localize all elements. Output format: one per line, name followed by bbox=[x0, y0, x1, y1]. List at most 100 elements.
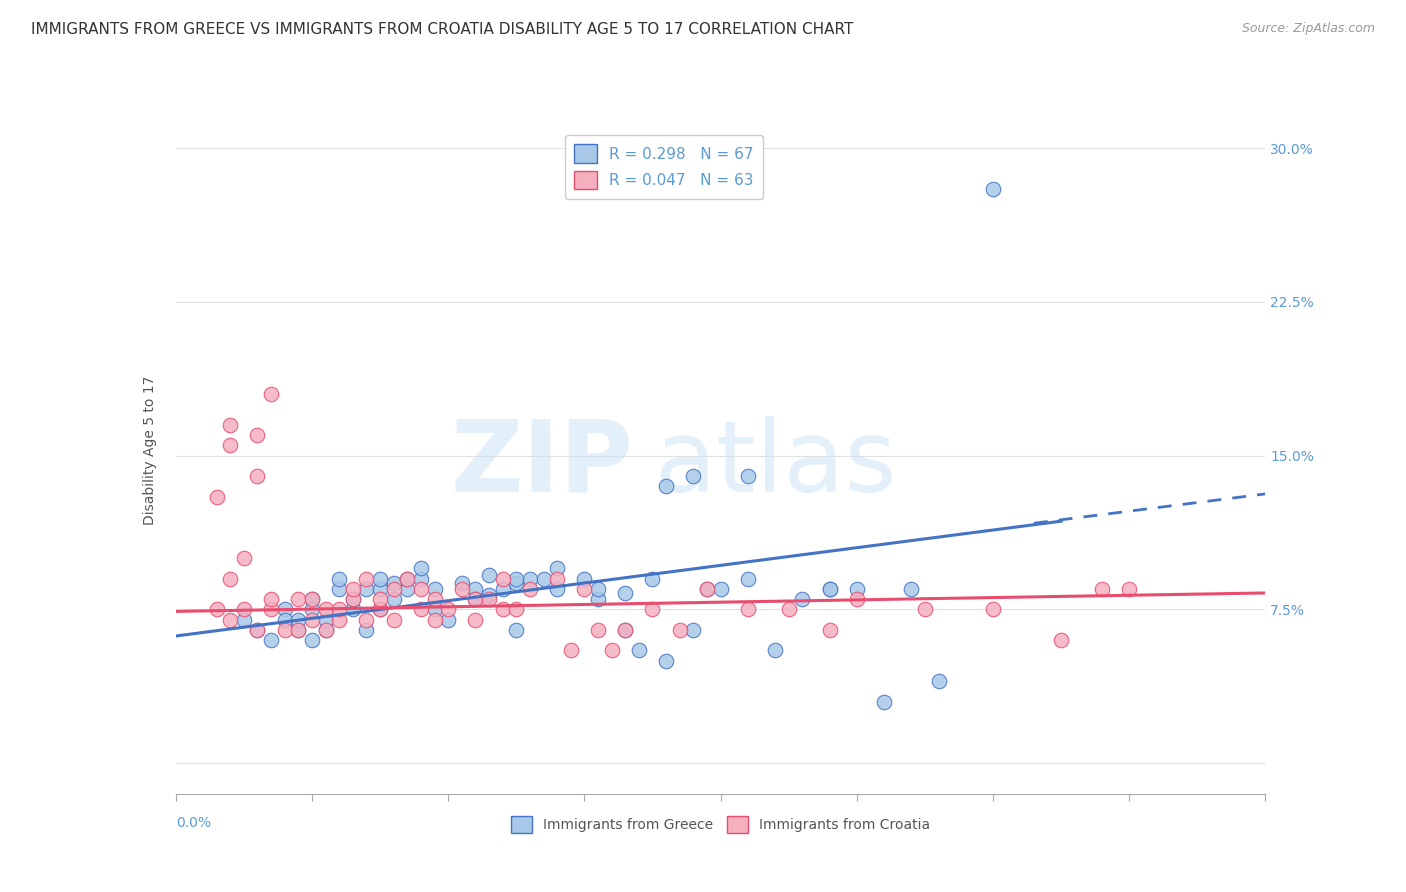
Point bbox=[260, 592, 283, 607]
Point bbox=[301, 592, 323, 607]
Point bbox=[382, 575, 405, 590]
Point bbox=[1050, 633, 1073, 648]
Point bbox=[627, 643, 650, 657]
Point bbox=[219, 613, 242, 627]
Point bbox=[368, 602, 391, 616]
Point bbox=[356, 582, 378, 596]
Point bbox=[368, 602, 391, 616]
Point bbox=[246, 623, 269, 637]
Point bbox=[315, 623, 337, 637]
Point bbox=[342, 602, 364, 616]
Point bbox=[315, 623, 337, 637]
Point bbox=[287, 613, 309, 627]
Point bbox=[778, 602, 800, 616]
Point bbox=[981, 602, 1004, 616]
Point bbox=[260, 602, 283, 616]
Point bbox=[492, 602, 515, 616]
Point bbox=[342, 592, 364, 607]
Point bbox=[818, 582, 841, 596]
Point bbox=[219, 417, 242, 432]
Point bbox=[492, 572, 515, 586]
Point bbox=[505, 602, 527, 616]
Point bbox=[382, 613, 405, 627]
Point bbox=[505, 575, 527, 590]
Text: atlas: atlas bbox=[655, 416, 897, 513]
Point bbox=[287, 592, 309, 607]
Point bbox=[219, 572, 242, 586]
Point bbox=[246, 623, 269, 637]
Point bbox=[668, 623, 690, 637]
Point bbox=[900, 582, 922, 596]
Point bbox=[205, 602, 228, 616]
Point bbox=[614, 623, 637, 637]
Point bbox=[409, 572, 432, 586]
Point bbox=[409, 561, 432, 575]
Point bbox=[873, 695, 896, 709]
Point bbox=[546, 561, 568, 575]
Point bbox=[423, 613, 446, 627]
Text: IMMIGRANTS FROM GREECE VS IMMIGRANTS FROM CROATIA DISABILITY AGE 5 TO 17 CORRELA: IMMIGRANTS FROM GREECE VS IMMIGRANTS FRO… bbox=[31, 22, 853, 37]
Point bbox=[328, 582, 350, 596]
Point bbox=[342, 582, 364, 596]
Point bbox=[655, 654, 678, 668]
Y-axis label: Disability Age 5 to 17: Disability Age 5 to 17 bbox=[143, 376, 157, 525]
Point bbox=[696, 582, 718, 596]
Point bbox=[409, 582, 432, 596]
Point bbox=[219, 438, 242, 452]
Point bbox=[274, 613, 297, 627]
Point bbox=[546, 582, 568, 596]
Point bbox=[396, 572, 419, 586]
Point bbox=[737, 602, 759, 616]
Point bbox=[928, 674, 950, 689]
Point bbox=[368, 582, 391, 596]
Point bbox=[818, 623, 841, 637]
Point bbox=[287, 623, 309, 637]
Point bbox=[478, 592, 501, 607]
Text: 0.0%: 0.0% bbox=[176, 816, 211, 830]
Point bbox=[437, 602, 460, 616]
Point bbox=[450, 575, 472, 590]
Point bbox=[586, 582, 609, 596]
Point bbox=[519, 582, 541, 596]
Point bbox=[464, 592, 486, 607]
Point bbox=[205, 490, 228, 504]
Point bbox=[818, 582, 841, 596]
Point bbox=[260, 633, 283, 648]
Point bbox=[301, 633, 323, 648]
Point bbox=[505, 623, 527, 637]
Point bbox=[586, 623, 609, 637]
Point bbox=[600, 643, 623, 657]
Point bbox=[315, 613, 337, 627]
Point bbox=[792, 592, 814, 607]
Point bbox=[315, 602, 337, 616]
Point bbox=[301, 602, 323, 616]
Point bbox=[464, 592, 486, 607]
Point bbox=[586, 592, 609, 607]
Point bbox=[845, 592, 868, 607]
Point bbox=[641, 602, 664, 616]
Point bbox=[546, 572, 568, 586]
Point bbox=[409, 602, 432, 616]
Point bbox=[246, 469, 269, 483]
Point bbox=[301, 613, 323, 627]
Point bbox=[981, 182, 1004, 196]
Point bbox=[382, 592, 405, 607]
Point bbox=[478, 588, 501, 602]
Point bbox=[356, 572, 378, 586]
Point bbox=[560, 643, 582, 657]
Point bbox=[246, 428, 269, 442]
Point bbox=[614, 586, 637, 600]
Point bbox=[464, 613, 486, 627]
Point bbox=[356, 613, 378, 627]
Point bbox=[478, 567, 501, 582]
Point bbox=[423, 592, 446, 607]
Point bbox=[574, 582, 596, 596]
Point bbox=[232, 551, 254, 566]
Point bbox=[737, 572, 759, 586]
Point bbox=[1091, 582, 1114, 596]
Point bbox=[232, 613, 254, 627]
Point bbox=[682, 469, 704, 483]
Point bbox=[423, 602, 446, 616]
Point bbox=[641, 572, 664, 586]
Point bbox=[368, 572, 391, 586]
